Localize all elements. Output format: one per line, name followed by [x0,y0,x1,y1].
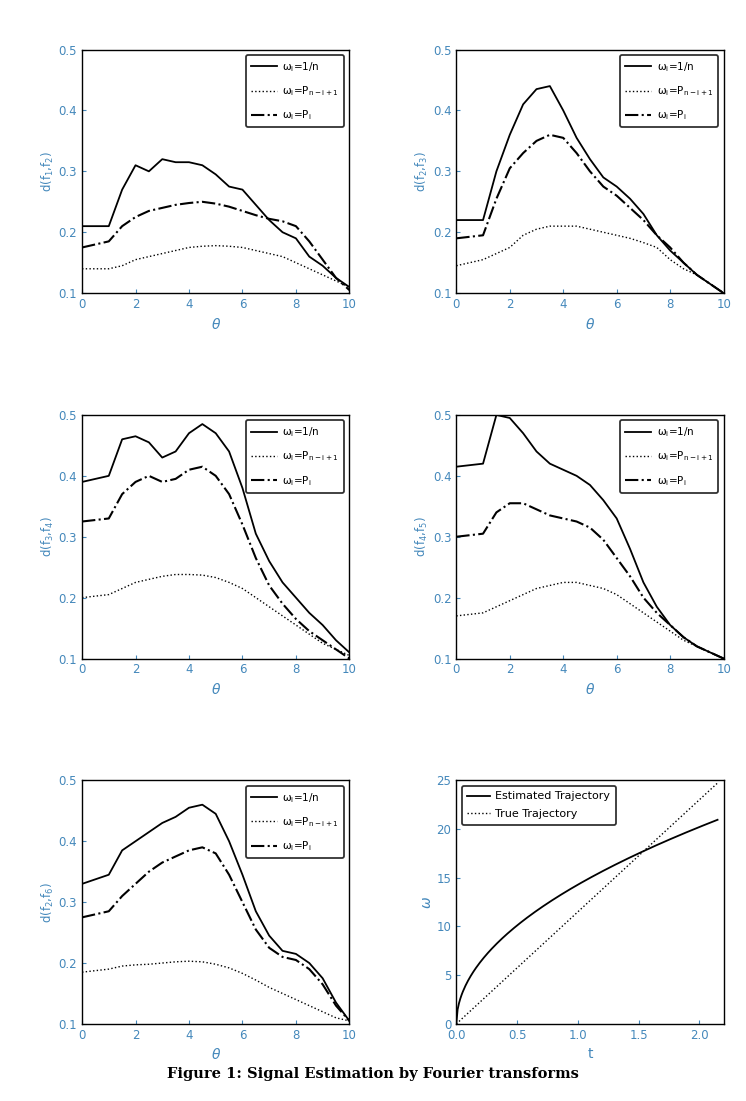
Legend: $\mathregular{\omega_i}$=1/n, $\mathregular{\omega_i}$=P$_{\mathregular{n-i+1}}$: $\mathregular{\omega_i}$=1/n, $\mathregu… [246,785,344,858]
Text: Figure 1: Signal Estimation by Fourier transforms: Figure 1: Signal Estimation by Fourier t… [167,1067,579,1081]
X-axis label: t: t [587,1047,593,1061]
Legend: $\mathregular{\omega_i}$=1/n, $\mathregular{\omega_i}$=P$_{\mathregular{n-i+1}}$: $\mathregular{\omega_i}$=1/n, $\mathregu… [620,55,718,128]
X-axis label: $\theta$: $\theta$ [585,317,595,331]
Legend: $\mathregular{\omega_i}$=1/n, $\mathregular{\omega_i}$=P$_{\mathregular{n-i+1}}$: $\mathregular{\omega_i}$=1/n, $\mathregu… [246,421,344,493]
X-axis label: $\theta$: $\theta$ [210,682,221,697]
Legend: $\mathregular{\omega_i}$=1/n, $\mathregular{\omega_i}$=P$_{\mathregular{n-i+1}}$: $\mathregular{\omega_i}$=1/n, $\mathregu… [620,421,718,493]
Y-axis label: d(f$_3$,f$_4$): d(f$_3$,f$_4$) [40,516,56,557]
Y-axis label: d(f$_4$,f$_5$): d(f$_4$,f$_5$) [414,516,430,557]
X-axis label: $\theta$: $\theta$ [210,317,221,331]
Y-axis label: d(f$_1$,f$_2$): d(f$_1$,f$_2$) [40,151,56,192]
Legend: Estimated Trajectory, True Trajectory: Estimated Trajectory, True Trajectory [462,786,615,825]
Legend: $\mathregular{\omega_i}$=1/n, $\mathregular{\omega_i}$=P$_{\mathregular{n-i+1}}$: $\mathregular{\omega_i}$=1/n, $\mathregu… [246,55,344,128]
X-axis label: $\theta$: $\theta$ [585,682,595,697]
Y-axis label: $\omega$: $\omega$ [420,895,433,908]
Y-axis label: d(f$_2$,f$_3$): d(f$_2$,f$_3$) [414,151,430,192]
X-axis label: $\theta$: $\theta$ [210,1047,221,1062]
Y-axis label: d(f$_2$,f$_6$): d(f$_2$,f$_6$) [40,882,56,923]
